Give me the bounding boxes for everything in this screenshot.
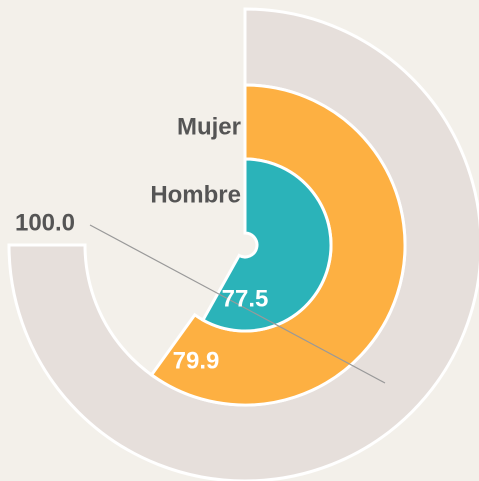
category-label: Hombre bbox=[150, 181, 241, 208]
category-label: Mujer bbox=[177, 113, 241, 140]
value-label: 100.0 bbox=[15, 209, 75, 236]
leader-line bbox=[89, 224, 386, 384]
radial-bar bbox=[200, 157, 333, 333]
value-label: 77.5 bbox=[222, 285, 269, 312]
value-label: 79.9 bbox=[173, 347, 220, 374]
